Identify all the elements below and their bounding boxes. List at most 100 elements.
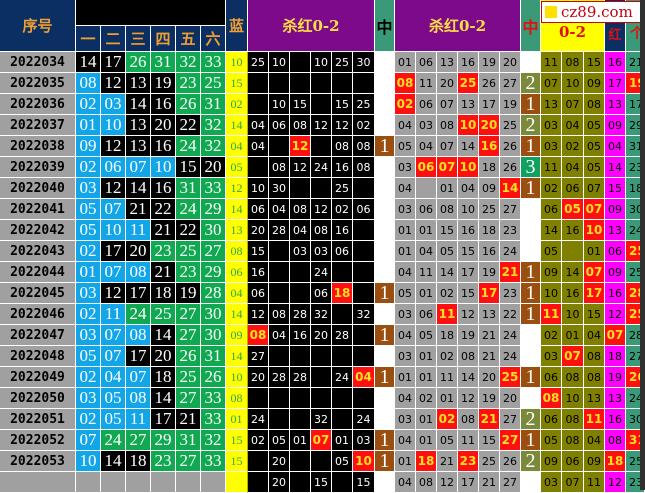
kill-red-a-cell: 12 [290,157,311,178]
kill-red-a-cell: 08 [269,157,290,178]
mid-count-b [521,388,541,409]
hong-cell: 12 [605,304,626,325]
red-ball: 32 [201,430,226,451]
red-ball: 14 [76,52,101,73]
kill-red-b-cell [416,178,437,199]
kill-red-b-cell: 23 [500,220,521,241]
mid-count-b: 2 [521,451,541,472]
kill-red-a-cell: 01 [332,430,353,451]
kill-red-b-cell: 25 [500,115,521,136]
mid-count-b: 1 [521,304,541,325]
mid-count-a [375,346,395,367]
issue-header: 序号 [0,0,76,52]
red-ball: 14 [126,178,151,199]
red-ball: 12 [101,283,126,304]
kill-red-b-cell: 05 [395,136,416,157]
kill-red-a-cell: 24 [332,367,353,388]
kill-red-header-b: 杀红0-2 [395,0,521,52]
kill-red-b-cell: 10 [458,115,479,136]
kill-red-b-cell: 04 [458,178,479,199]
kill-red-b-cell: 02 [416,388,437,409]
mid-count-a [375,388,395,409]
issue-number: 2022047 [0,325,76,346]
issue-number: 2022035 [0,73,76,94]
kill-red-a-cell [248,157,269,178]
red-ball: 21 [151,262,176,283]
kill-red-b-cell: 02 [437,346,458,367]
zero-two-cell: 16 [562,220,584,241]
red-ball: 11 [126,409,151,430]
kill-red-b-cell: 04 [416,136,437,157]
kill-red-b-cell: 25 [500,367,521,388]
kill-red-a-cell [332,388,353,409]
vertical-scrollbar[interactable] [640,0,645,490]
red-ball: 33 [201,409,226,430]
issue-number: 2022048 [0,346,76,367]
kill-red-a-cell [311,451,332,472]
red-ball: 32 [201,136,226,157]
mid-count-a [375,241,395,262]
kill-red-b-cell: 08 [395,73,416,94]
kill-red-b-cell: 20 [500,52,521,73]
kill-red-a-cell [290,283,311,304]
kill-red-b-cell: 01 [395,451,416,472]
kill-red-a-cell [311,346,332,367]
zero-two-cell: 17 [584,283,605,304]
red-ball: 05 [101,409,126,430]
kill-red-b-cell: 04 [395,115,416,136]
blue-ball: 08 [226,241,248,262]
kill-red-a-cell: 03 [353,430,375,451]
zero-two-cell: 06 [541,409,562,430]
red-ball: 07 [101,199,126,220]
red-ball: 24 [126,304,151,325]
kill-red-b-cell: 16 [479,136,500,157]
mid-header-a: 中 [375,0,395,52]
kill-red-b-cell: 01 [395,52,416,73]
blue-ball: 14 [226,346,248,367]
red-ball: 19 [151,73,176,94]
kill-red-b-cell: 21 [479,325,500,346]
issue-number: 2022042 [0,220,76,241]
blue-ball: 08 [226,388,248,409]
red-ball: 10 [101,115,126,136]
kill-red-b-cell: 18 [479,220,500,241]
red-ball: 03 [76,178,101,199]
red-ball: 23 [176,262,201,283]
red-ball: 16 [151,136,176,157]
zero-two-cell: 09 [541,262,562,283]
issue-number: 2022034 [0,52,76,73]
kill-red-a-cell: 12 [311,115,332,136]
red-ball: 02 [76,241,101,262]
mid-count-b [521,241,541,262]
kill-red-a-cell [311,94,332,115]
zero-two-cell: 07 [584,178,605,199]
mid-count-b [521,199,541,220]
zero-two-cell: 09 [541,451,562,472]
kill-red-a-cell: 30 [353,52,375,73]
hong-cell: 18 [605,346,626,367]
mid-count-b: 2 [521,73,541,94]
zero-two-cell: 11 [541,304,562,325]
kill-red-a-cell: 16 [248,262,269,283]
issue-number: 2022046 [0,304,76,325]
zero-two-cell: 04 [562,115,584,136]
kill-red-b-cell: 14 [458,367,479,388]
mid-count-a: 1 [375,136,395,157]
kill-red-b-cell: 08 [458,409,479,430]
kill-red-b-cell: 11 [416,262,437,283]
zero-two-cell: 08 [584,367,605,388]
kill-red-a-cell: 08 [290,199,311,220]
mid-count-b: 1 [521,430,541,451]
zero-two-cell: 05 [562,199,584,220]
issue-number: 2022037 [0,115,76,136]
kill-red-b-cell: 14 [500,178,521,199]
red-ball: 08 [126,262,151,283]
kill-red-a-cell: 06 [248,283,269,304]
zero-two-cell: 03 [541,115,562,136]
red-ball: 07 [101,325,126,346]
kill-red-a-cell: 16 [290,325,311,346]
kill-red-a-cell: 03 [311,241,332,262]
kill-red-a-cell: 15 [332,94,353,115]
kill-red-b-cell: 05 [416,325,437,346]
red-ball: 07 [126,367,151,388]
